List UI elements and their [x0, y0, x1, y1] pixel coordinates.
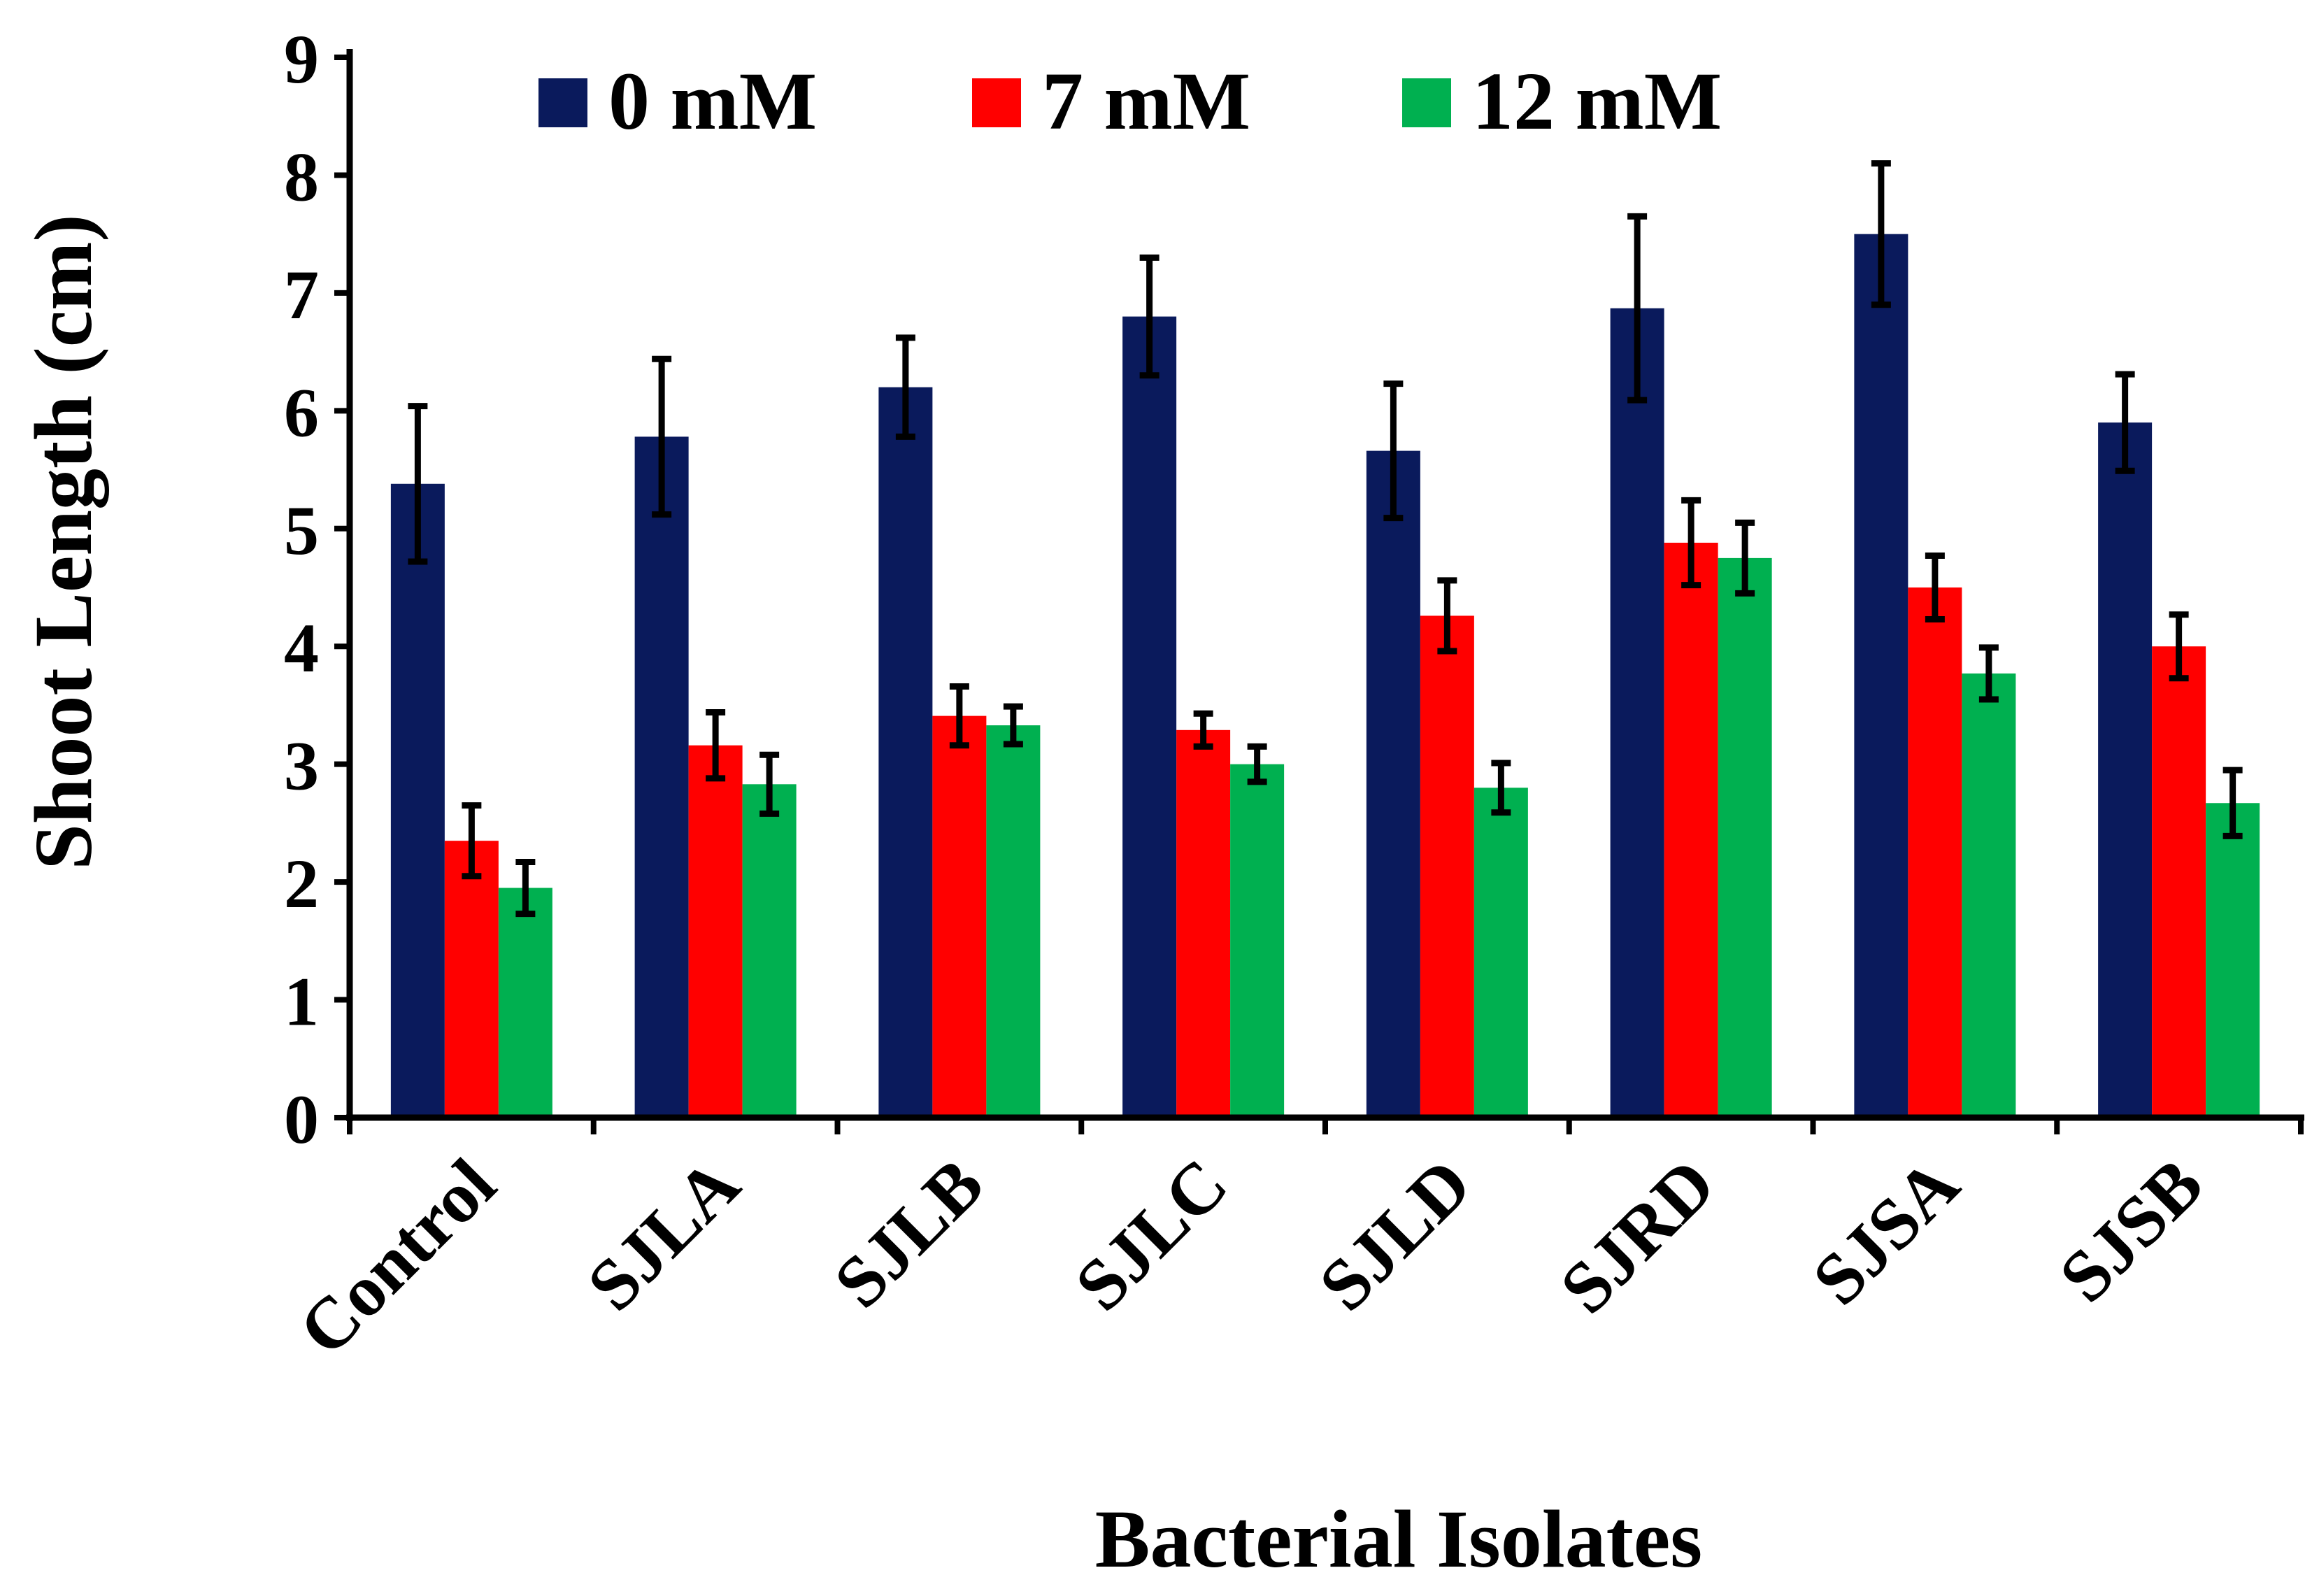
legend-swatch-7mm: [972, 78, 1021, 127]
error-bars-layer: [408, 160, 2243, 918]
y-tick-label: 0: [284, 1081, 319, 1158]
bar-sjsa-7mm: [1908, 587, 1962, 1118]
y-tick-label: 9: [284, 20, 319, 98]
x-tick-label-sjld: SJLD: [1304, 1143, 1486, 1326]
y-tick-label: 6: [284, 373, 319, 451]
bar-sjld-0mm: [1366, 450, 1420, 1118]
legend: 0 mM 7 mM 12 mM: [538, 55, 1722, 147]
legend-label: 12 mM: [1472, 55, 1722, 147]
bar-sjlb-12mm: [986, 725, 1041, 1118]
axes-layer: [334, 49, 2304, 1134]
bar-sjrd-7mm: [1664, 542, 1718, 1118]
y-tick-labels: 0 1 2 3 4 5 6 7 8 9: [284, 20, 319, 1158]
y-tick-label: 7: [284, 256, 319, 334]
bar-control-12mm: [498, 888, 552, 1118]
x-tick-label-sjla: SJLA: [572, 1143, 755, 1326]
y-tick-label: 3: [284, 727, 319, 805]
legend-swatch-12mm: [1402, 78, 1451, 127]
y-tick-label: 2: [284, 845, 319, 922]
x-tick-label-sjsb: SJSB: [2044, 1143, 2218, 1318]
x-tick-label-control: Control: [284, 1143, 511, 1371]
bar-sjrd-12mm: [1718, 557, 1772, 1118]
bar-sjsb-7mm: [2152, 646, 2206, 1118]
x-tick-label-sjlc: SJLC: [1060, 1143, 1243, 1326]
y-tick-label: 8: [284, 138, 319, 215]
bar-sjla-12mm: [742, 784, 797, 1118]
bars-layer: [390, 234, 2260, 1118]
bar-sjla-7mm: [688, 745, 743, 1118]
bar-sjld-12mm: [1474, 788, 1528, 1118]
y-tick-label: 1: [284, 963, 319, 1041]
bar-control-7mm: [444, 841, 499, 1118]
bar-sjla-0mm: [634, 436, 689, 1118]
bar-sjlc-7mm: [1176, 729, 1231, 1118]
bar-sjsa-0mm: [1854, 234, 1908, 1118]
bar-sjlc-0mm: [1122, 316, 1177, 1118]
legend-label: 0 mM: [608, 55, 817, 147]
legend-label: 7 mM: [1042, 55, 1250, 147]
y-tick-label: 4: [284, 609, 319, 687]
y-axis-label: Shoot Length (cm): [17, 214, 109, 869]
bar-control-0mm: [390, 483, 445, 1118]
x-tick-labels: Control SJLA SJLB SJLC SJLD SJRD SJSA SJSB: [284, 1143, 2218, 1371]
legend-swatch-0mm: [538, 78, 587, 127]
bar-sjrd-0mm: [1610, 308, 1664, 1118]
bar-sjld-7mm: [1420, 615, 1474, 1118]
bar-sjlb-7mm: [932, 715, 987, 1118]
y-tick-label: 5: [284, 492, 319, 569]
x-axis-label: Bacterial Isolates: [1095, 1493, 1702, 1585]
bar-sjsb-0mm: [2098, 422, 2153, 1118]
bar-sjlb-0mm: [878, 387, 933, 1118]
bar-sjsa-12mm: [1962, 673, 2016, 1118]
x-tick-label-sjsa: SJSA: [1797, 1143, 1974, 1320]
bar-sjsb-12mm: [2206, 803, 2260, 1118]
bar-sjlc-12mm: [1230, 764, 1285, 1118]
x-tick-label-sjrd: SJRD: [1545, 1143, 1730, 1329]
x-tick-label-sjlb: SJLB: [819, 1143, 999, 1323]
